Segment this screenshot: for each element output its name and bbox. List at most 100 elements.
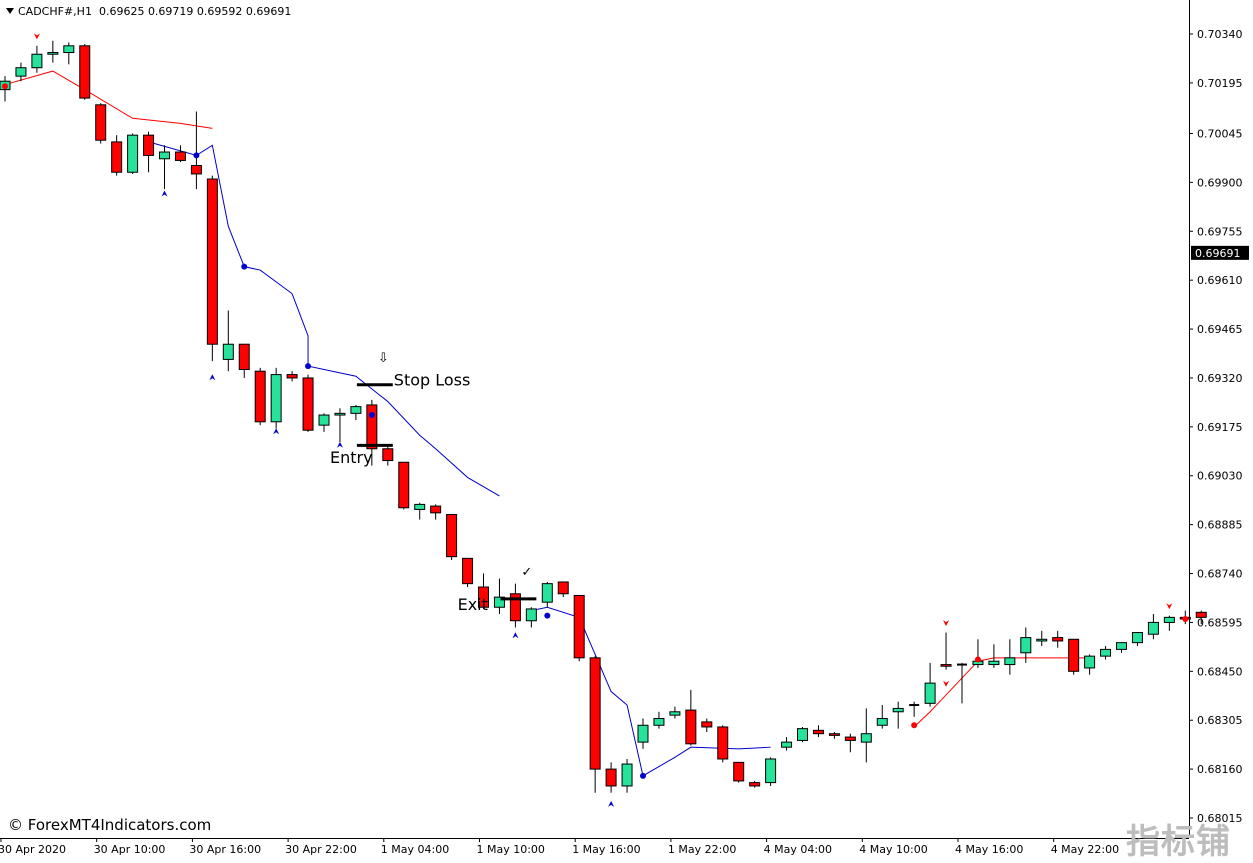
candle[interactable]	[940, 632, 952, 670]
candle[interactable]	[541, 581, 553, 608]
bull-candle-body	[414, 503, 426, 510]
bull-candle-body	[63, 45, 75, 54]
candle[interactable]	[15, 62, 27, 82]
candle[interactable]	[988, 644, 1000, 668]
candle[interactable]	[924, 662, 936, 707]
candle[interactable]	[1004, 639, 1016, 675]
candle[interactable]	[701, 718, 713, 733]
candle[interactable]	[446, 514, 458, 561]
candle[interactable]	[127, 133, 139, 174]
bear-candle-body	[111, 141, 123, 173]
candle[interactable]	[382, 445, 394, 466]
bear-candle-body	[701, 721, 713, 728]
candle[interactable]	[621, 758, 633, 793]
price-tick-label: 0.69465	[1197, 323, 1243, 336]
chart-menu-triangle-icon[interactable]	[6, 8, 14, 14]
bull-candle-body	[525, 608, 537, 622]
candle[interactable]	[525, 607, 537, 628]
candle[interactable]	[1068, 638, 1080, 675]
candle[interactable]	[1100, 646, 1112, 660]
bull-candle-body	[270, 374, 282, 423]
candle[interactable]	[573, 594, 585, 662]
candle[interactable]	[414, 502, 426, 520]
candle[interactable]	[159, 145, 170, 190]
candle[interactable]	[143, 131, 155, 173]
bear-candle-body	[1068, 638, 1080, 672]
candle[interactable]	[462, 557, 474, 588]
candle[interactable]	[1195, 610, 1207, 625]
candle[interactable]	[47, 40, 59, 63]
candle[interactable]	[286, 371, 298, 382]
candle[interactable]	[398, 461, 410, 510]
time-tick-label: 30 Apr 2020	[0, 843, 66, 856]
candle[interactable]	[844, 733, 856, 753]
time-tick-label: 1 May 10:00	[477, 843, 545, 856]
candle[interactable]	[653, 711, 665, 729]
candle[interactable]	[79, 44, 91, 100]
candle[interactable]	[1131, 632, 1143, 647]
candle[interactable]	[589, 656, 601, 793]
candle[interactable]	[302, 374, 314, 432]
candle[interactable]	[366, 399, 378, 466]
candle[interactable]	[733, 761, 745, 783]
candle[interactable]	[222, 310, 234, 372]
chart-header: CADCHF#,H1 0.69625 0.69719 0.69592 0.696…	[6, 5, 291, 18]
candle[interactable]	[717, 725, 729, 763]
candle[interactable]	[1052, 630, 1064, 648]
candle[interactable]	[876, 705, 888, 729]
candle[interactable]	[669, 706, 681, 719]
candle[interactable]	[63, 42, 75, 65]
bear-candle-body	[430, 505, 442, 514]
candle[interactable]	[430, 504, 442, 520]
candle[interactable]	[318, 413, 330, 432]
price-tick-label: 0.69755	[1197, 225, 1243, 238]
candle[interactable]	[1163, 615, 1175, 631]
time-tick-label: 4 May 22:00	[1051, 843, 1119, 856]
candle[interactable]	[270, 367, 282, 429]
bull-candle-body	[493, 596, 505, 608]
candle[interactable]	[637, 718, 649, 749]
candle[interactable]	[972, 639, 984, 668]
candle[interactable]	[1036, 630, 1048, 647]
candle[interactable]	[860, 708, 872, 763]
candle[interactable]	[190, 111, 202, 190]
candle[interactable]	[828, 732, 840, 739]
candle[interactable]	[909, 701, 920, 717]
candle[interactable]	[31, 45, 43, 73]
bear-candle-body	[302, 377, 314, 431]
candle[interactable]	[350, 404, 362, 421]
candle[interactable]	[1116, 642, 1127, 653]
bear-candle-body	[95, 104, 107, 141]
candle[interactable]	[605, 762, 617, 793]
watermark: © ForexMT4Indicators.com	[8, 816, 212, 834]
candle[interactable]	[797, 726, 808, 743]
candle[interactable]	[557, 581, 569, 598]
signal-dot-blue	[368, 412, 375, 419]
bull-candle-body	[669, 711, 681, 716]
candle[interactable]	[1020, 627, 1032, 663]
candle[interactable]	[765, 757, 777, 786]
candle[interactable]	[478, 573, 489, 609]
candle[interactable]	[1147, 613, 1159, 640]
candle[interactable]	[95, 103, 107, 144]
candle[interactable]	[174, 145, 186, 163]
candle[interactable]	[812, 725, 824, 738]
candle[interactable]	[749, 780, 761, 788]
bull-candle-body	[1020, 637, 1032, 654]
candle[interactable]	[509, 583, 521, 628]
candle[interactable]	[238, 343, 250, 378]
candle[interactable]	[781, 737, 793, 751]
candle[interactable]	[685, 689, 697, 746]
bull-candle-body	[621, 763, 633, 787]
bear-candle-body	[446, 514, 458, 558]
candle[interactable]	[1084, 654, 1096, 675]
candle[interactable]	[493, 578, 505, 614]
candle[interactable]	[254, 367, 266, 426]
candle[interactable]	[892, 701, 904, 729]
candle[interactable]	[206, 175, 218, 362]
candle[interactable]	[957, 662, 967, 704]
candle[interactable]	[334, 408, 346, 443]
candle[interactable]	[111, 135, 123, 176]
